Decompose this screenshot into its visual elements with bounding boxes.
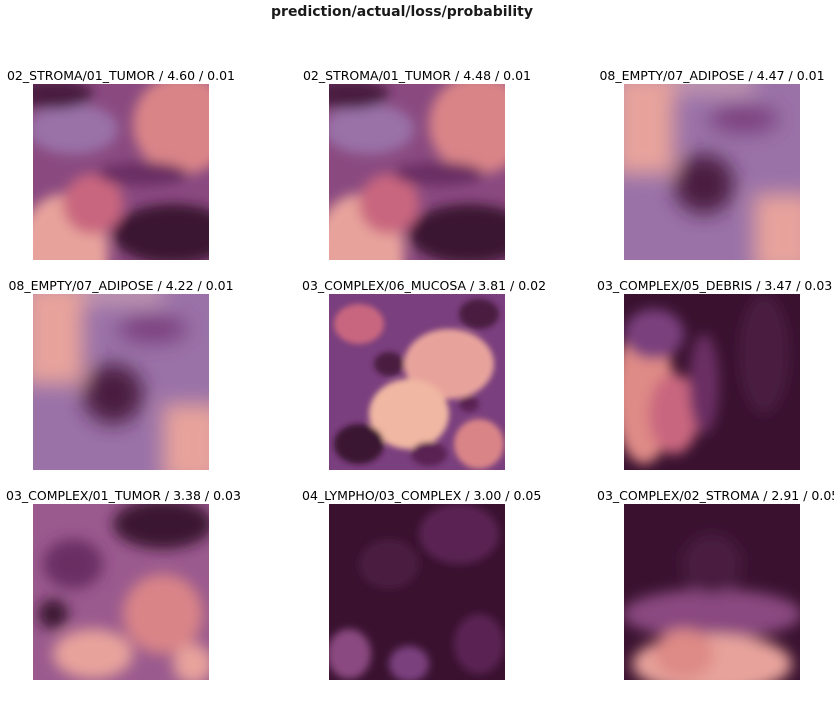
heatmap-image [624,504,800,680]
panel-9: 03_COMPLEX/02_STROMA / 2.91 / 0.05 [597,488,834,680]
panel-3: 08_EMPTY/07_ADIPOSE / 4.47 / 0.01 [597,68,827,260]
heatmap-image [329,294,505,470]
panel-title: 08_EMPTY/07_ADIPOSE / 4.22 / 0.01 [8,278,234,293]
panel-title: 02_STROMA/01_TUMOR / 4.60 / 0.01 [6,68,236,83]
heatmap-image [33,294,209,470]
heatmap-image [624,294,800,470]
heatmap-image [329,504,505,680]
figure-title: prediction/actual/loss/probability [271,4,533,20]
panel-2: 02_STROMA/01_TUMOR / 4.48 / 0.01 [302,68,532,260]
panel-title: 08_EMPTY/07_ADIPOSE / 4.47 / 0.01 [599,68,825,83]
heatmap-image [329,84,505,260]
panel-title: 03_COMPLEX/06_MUCOSA / 3.81 / 0.02 [302,278,547,293]
panel-4: 08_EMPTY/07_ADIPOSE / 4.22 / 0.01 [6,278,236,470]
panel-title: 03_COMPLEX/02_STROMA / 2.91 / 0.05 [597,488,834,503]
panel-1: 02_STROMA/01_TUMOR / 4.60 / 0.01 [6,68,236,260]
panel-5: 03_COMPLEX/06_MUCOSA / 3.81 / 0.02 [302,278,547,470]
panel-title: 03_COMPLEX/05_DEBRIS / 3.47 / 0.03 [597,278,833,293]
heatmap-image [624,84,800,260]
panel-8: 04_LYMPHO/03_COMPLEX / 3.00 / 0.05 [302,488,542,680]
panel-title: 02_STROMA/01_TUMOR / 4.48 / 0.01 [302,68,532,83]
panel-title: 03_COMPLEX/01_TUMOR / 3.38 / 0.03 [6,488,241,503]
panel-title: 04_LYMPHO/03_COMPLEX / 3.00 / 0.05 [302,488,542,503]
heatmap-image [33,84,209,260]
panel-7: 03_COMPLEX/01_TUMOR / 3.38 / 0.03 [6,488,241,680]
panel-6: 03_COMPLEX/05_DEBRIS / 3.47 / 0.03 [597,278,833,470]
heatmap-image [33,504,209,680]
